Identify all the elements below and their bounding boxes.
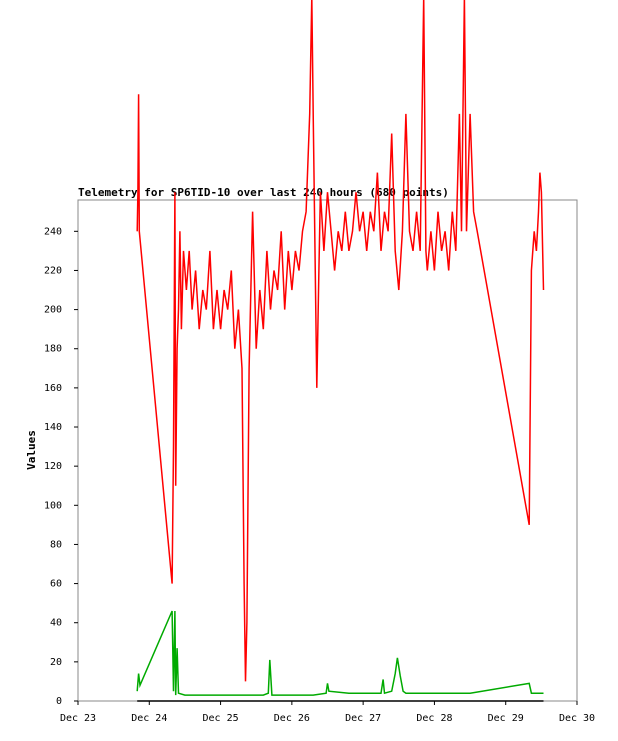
x-tick-label: Dec 23	[60, 713, 96, 724]
plot-frame	[77, 199, 578, 702]
y-tick-label: 80	[50, 539, 62, 550]
x-tick-label: Dec 24	[131, 713, 167, 724]
y-tick-label: 200	[44, 305, 62, 316]
y-tick-label: 220	[44, 265, 62, 276]
x-tick-label: Dec 25	[203, 713, 239, 724]
y-tick-label: 40	[50, 618, 62, 629]
x-tick-label: Dec 30	[559, 713, 595, 724]
x-tick-label: Dec 29	[488, 713, 524, 724]
x-tick-label: Dec 28	[416, 713, 452, 724]
y-tick-label: 60	[50, 579, 62, 590]
x-tick-label: Dec 27	[345, 713, 381, 724]
y-axis-label: Values	[25, 430, 38, 470]
y-tick-label: 140	[44, 422, 62, 433]
x-tick-label: Dec 26	[274, 713, 310, 724]
y-tick-label: 240	[44, 226, 62, 237]
series-line	[136, 0, 545, 682]
y-tick-label: 20	[50, 657, 62, 668]
y-tick-label: 180	[44, 344, 62, 355]
y-tick-label: 100	[44, 500, 62, 511]
y-tick-label: 160	[44, 383, 62, 394]
series-line	[136, 610, 544, 696]
y-tick-label: 0	[56, 696, 62, 707]
y-tick-label: 120	[44, 461, 62, 472]
